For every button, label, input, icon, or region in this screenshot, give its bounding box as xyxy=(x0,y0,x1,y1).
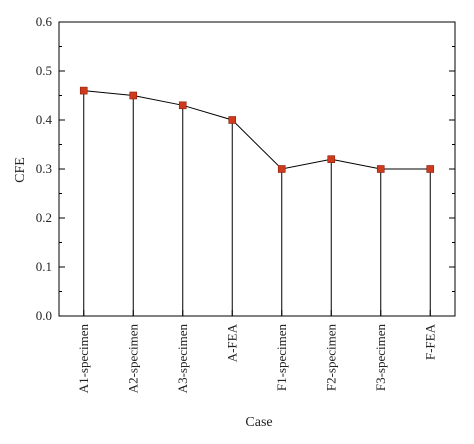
x-tick-label: A-FEA xyxy=(224,323,239,362)
data-point xyxy=(228,116,237,124)
series-line xyxy=(83,90,431,170)
data-point xyxy=(327,155,336,163)
x-tick-label: F2-specimen xyxy=(323,324,338,392)
data-point xyxy=(178,101,187,110)
y-tick-label: 0.2 xyxy=(36,210,52,225)
y-tick-label: 0.4 xyxy=(36,112,53,127)
data-point xyxy=(277,165,286,173)
data-point xyxy=(376,165,385,173)
y-axis-title: CFE xyxy=(13,157,28,183)
y-tick-label: 0.1 xyxy=(36,259,52,274)
x-tick-label: F3-specimen xyxy=(373,324,388,392)
x-tick-label: A2-specimen xyxy=(125,324,140,394)
y-tick-label: 0.6 xyxy=(36,14,53,29)
x-tick-label: A3-specimen xyxy=(175,324,190,394)
x-tick-label: F1-specimen xyxy=(274,324,289,392)
x-tick-label: A1-specimen xyxy=(76,324,91,394)
y-tick-label: 0.5 xyxy=(36,63,52,78)
data-point xyxy=(426,165,435,173)
y-tick-label: 0.0 xyxy=(36,308,52,323)
x-tick-label: F-FEA xyxy=(422,323,437,360)
x-axis-title: Case xyxy=(245,415,272,430)
data-point xyxy=(79,86,88,95)
data-point xyxy=(129,91,138,100)
y-tick-label: 0.3 xyxy=(36,161,52,176)
